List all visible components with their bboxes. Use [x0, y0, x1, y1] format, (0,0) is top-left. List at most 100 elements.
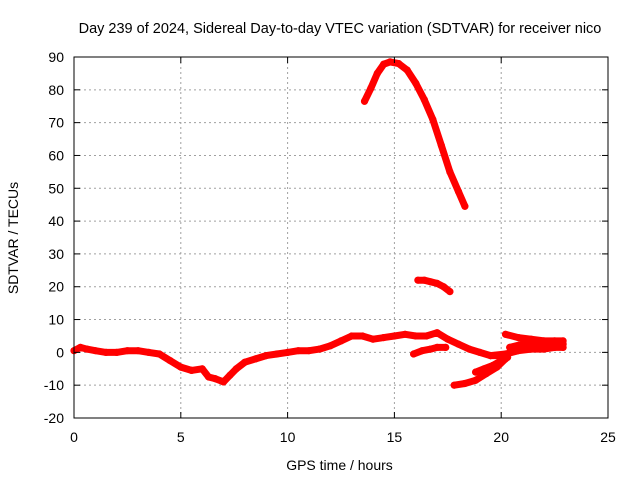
data-point-high-arc: [380, 60, 388, 68]
data-point-late-lower: [486, 352, 495, 360]
data-point-recovery-branch: [427, 345, 435, 353]
data-layer: [70, 58, 567, 389]
data-point-mid-branch: [472, 368, 480, 376]
data-point-mid-segment: [446, 288, 454, 296]
data-point-high-arc: [367, 84, 375, 92]
data-point-main-band: [412, 332, 420, 340]
data-point-mid-segment: [427, 278, 435, 286]
x-tick-label: 5: [177, 429, 185, 445]
y-tick-label: -10: [44, 377, 64, 393]
data-point-main-band: [145, 348, 153, 356]
y-tick-label: 20: [48, 279, 64, 295]
x-axis-label: GPS time / hours: [286, 457, 393, 473]
data-point-high-arc: [403, 66, 411, 74]
data-point-main-band: [166, 357, 174, 365]
y-axis-label: SDTVAR / TECUs: [5, 182, 21, 294]
data-point-main-band: [155, 350, 163, 358]
data-point-recovery-branch: [442, 343, 450, 351]
data-point-main-band: [316, 345, 324, 353]
data-point-recovery-branch: [418, 347, 426, 355]
data-point-mid-segment: [439, 283, 448, 291]
data-point-main-band: [205, 373, 213, 381]
data-point-high-arc: [386, 58, 394, 66]
data-point-main-band: [211, 375, 219, 383]
data-point-main-band: [102, 348, 110, 356]
data-point-main-band: [294, 347, 302, 355]
data-point-main-band: [187, 366, 196, 374]
data-point-late-upper: [501, 330, 510, 338]
data-point-mid-branch: [497, 357, 505, 365]
data-point-main-band: [123, 347, 131, 355]
y-tick-label: 60: [48, 147, 64, 163]
y-tick-label: 80: [48, 82, 64, 98]
data-point-high-arc: [429, 115, 437, 123]
plot-frame: [73, 56, 609, 419]
data-point-low-branch: [472, 376, 480, 384]
x-tick-label: 15: [387, 429, 403, 445]
data-point-high-arc: [437, 142, 445, 150]
data-point-late-lower: [501, 350, 510, 358]
data-point-high-arc: [446, 168, 454, 176]
data-point-main-band: [369, 335, 377, 343]
data-point-main-band: [433, 329, 441, 337]
data-point-recovery-branch: [433, 343, 441, 351]
data-point-main-band: [305, 347, 313, 355]
data-point-late-upper: [514, 334, 522, 342]
data-point-main-band: [232, 365, 240, 373]
data-point-high-arc: [412, 79, 420, 87]
data-point-recovery-branch: [410, 350, 418, 358]
data-point-main-band: [177, 363, 185, 371]
data-point-high-arc: [395, 60, 403, 68]
data-point-main-band: [113, 348, 121, 356]
data-point-main-band: [401, 330, 409, 338]
data-point-main-band: [134, 347, 142, 355]
data-point-main-band: [390, 332, 398, 340]
y-tick-label: 30: [48, 246, 64, 262]
data-point-main-band: [476, 348, 484, 356]
data-point-main-band: [273, 350, 281, 358]
data-point-main-band: [358, 332, 366, 340]
data-point-high-arc: [454, 188, 463, 196]
data-point-main-band: [337, 337, 345, 345]
y-tick-label: 90: [48, 49, 64, 65]
data-point-late-middle: [544, 340, 552, 348]
data-point-main-band: [284, 348, 292, 356]
data-point-late-middle: [506, 343, 514, 351]
data-point-late-middle: [559, 340, 567, 348]
x-tick-label: 25: [600, 429, 616, 445]
y-tick-label: 10: [48, 312, 64, 328]
data-point-main-band: [348, 332, 356, 340]
data-point-late-middle: [531, 340, 540, 348]
data-point-late-middle: [519, 340, 527, 348]
data-point-mid-branch: [489, 361, 497, 370]
y-tick-label: 50: [48, 180, 64, 196]
data-point-mid-segment: [433, 279, 441, 287]
data-point-mid-segment: [420, 276, 428, 284]
chart-title: Day 239 of 2024, Sidereal Day-to-day VTE…: [79, 21, 602, 37]
data-point-main-band: [241, 358, 249, 366]
data-point-main-band: [465, 345, 473, 353]
data-point-high-arc: [373, 69, 381, 77]
data-point-low-branch: [461, 379, 469, 388]
y-tick-label: -20: [44, 410, 64, 426]
data-point-main-band: [198, 365, 206, 373]
data-point-main-band: [76, 343, 84, 351]
data-point-main-band: [326, 342, 334, 350]
y-tick-label: 0: [56, 344, 64, 360]
data-point-main-band: [252, 355, 260, 363]
data-point-main-band: [380, 334, 388, 342]
data-point-main-band: [262, 352, 270, 360]
y-tick-label: 70: [48, 115, 64, 131]
grid-layer: [74, 57, 608, 418]
data-point-mid-branch: [480, 365, 488, 373]
data-point-low-branch: [450, 381, 458, 389]
data-point-main-band: [83, 345, 91, 353]
x-tick-label: 10: [280, 429, 296, 445]
data-point-main-band: [226, 371, 234, 379]
x-tick-label: 20: [493, 429, 509, 445]
data-point-high-arc: [420, 96, 428, 104]
data-point-main-band: [454, 340, 463, 348]
data-point-main-band: [422, 332, 430, 340]
y-tick-label: 40: [48, 213, 64, 229]
